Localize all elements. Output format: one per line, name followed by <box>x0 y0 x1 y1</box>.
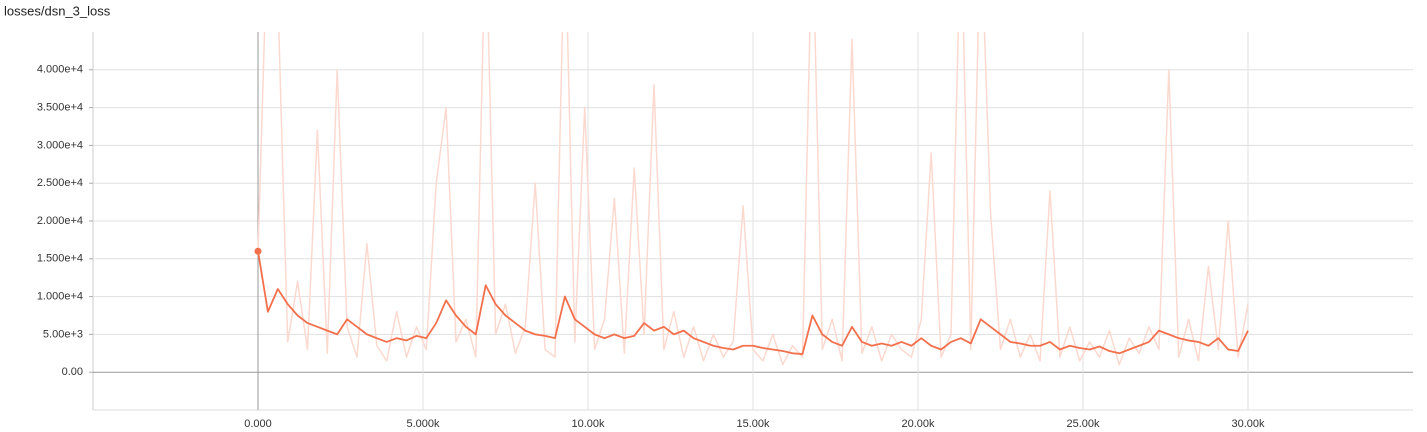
x-tick-label: 20.00k <box>901 418 935 430</box>
x-tick-label: 25.00k <box>1066 418 1100 430</box>
y-tick-label: 1.000e+4 <box>37 291 83 303</box>
x-tick-label: 10.00k <box>571 418 605 430</box>
y-tick-label: 0.00 <box>62 366 83 378</box>
y-tick-label: 1.500e+4 <box>37 253 83 265</box>
y-tick-label: 2.000e+4 <box>37 215 83 227</box>
start-point <box>254 247 262 255</box>
chart-title: losses/dsn_3_loss <box>4 3 111 18</box>
x-tick-label: 5.000k <box>406 418 440 430</box>
y-tick-label: 3.500e+4 <box>37 102 83 114</box>
y-tick-label: 2.500e+4 <box>37 177 83 189</box>
x-tick-label: 30.00k <box>1231 418 1265 430</box>
plot-area <box>254 32 1249 366</box>
x-tick-label: 0.000 <box>244 418 272 430</box>
smoothed-line <box>257 251 1249 355</box>
grid: 0.00 5.00e+3 1.000e+4 1.500e+4 2.000e+4 2.500… <box>37 32 1413 430</box>
x-tick-label: 15.00k <box>736 418 770 430</box>
y-tick-label: 4.000e+4 <box>37 64 83 76</box>
y-tick-label: 5.00e+3 <box>43 328 83 340</box>
y-tick-label: 3.000e+4 <box>37 139 83 151</box>
raw-line <box>257 32 1249 366</box>
